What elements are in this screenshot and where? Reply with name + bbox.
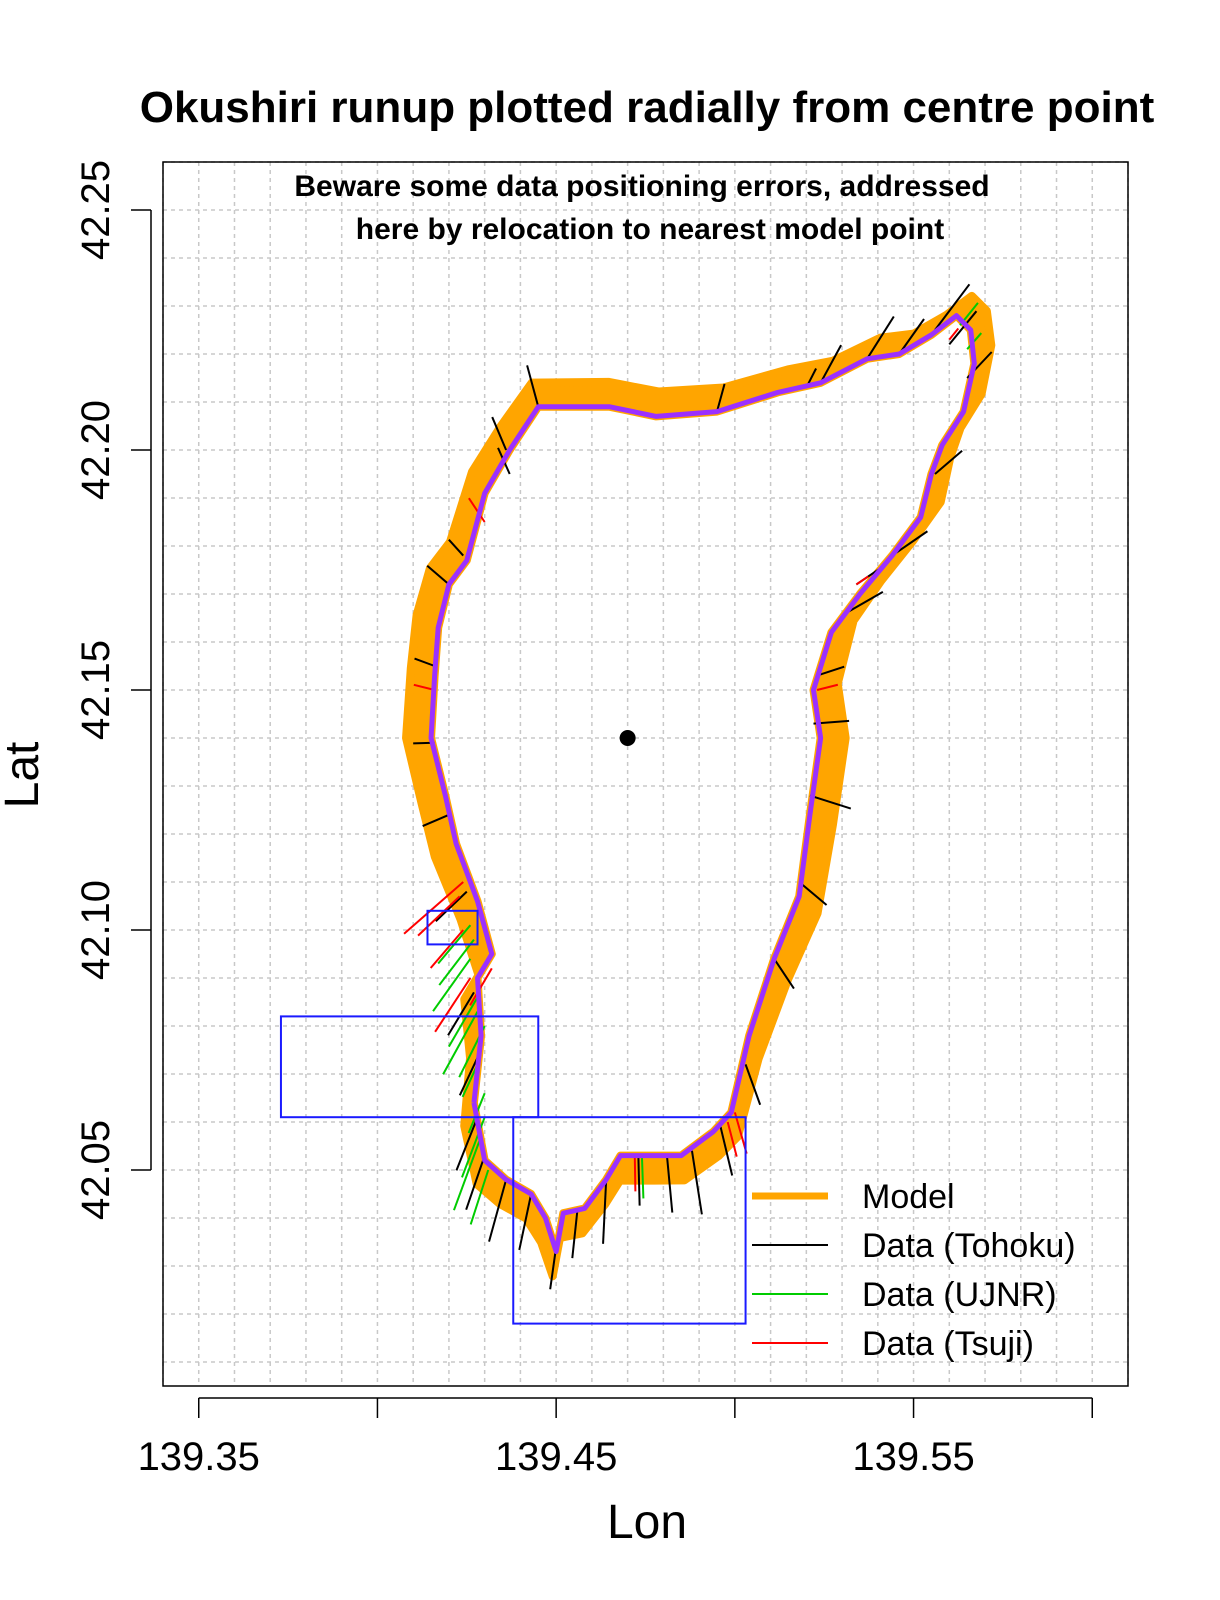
y-tick-label: 42.20 xyxy=(74,400,118,500)
data-line-series-3 xyxy=(726,1121,738,1157)
annotation-line-2: here by relocation to nearest model poin… xyxy=(356,213,944,246)
data-line-series-1 xyxy=(665,1155,674,1213)
x-axis-label: Lon xyxy=(607,1496,687,1549)
data-line-series-2 xyxy=(640,1155,645,1199)
coastline-path xyxy=(428,313,977,1255)
data-line-series-3 xyxy=(948,327,960,341)
data-line-series-1 xyxy=(518,1193,533,1251)
x-axis: 139.35 139.45 139.55 xyxy=(138,1397,1094,1479)
y-tick-label: 42.25 xyxy=(74,160,118,260)
data-line-series-1 xyxy=(719,1126,734,1176)
data-line-series-1 xyxy=(934,449,963,475)
chart-title: Okushiri runup plotted radially from cen… xyxy=(140,83,1155,132)
data-line-series-1 xyxy=(526,365,540,408)
centre-dot xyxy=(619,730,636,746)
data-line-series-1 xyxy=(414,657,435,667)
y-tick-label: 42.15 xyxy=(74,640,118,740)
data-line-series-3 xyxy=(413,683,435,691)
data-line-series-1 xyxy=(455,1116,479,1171)
legend-label-2: Data (UJNR) xyxy=(862,1276,1057,1314)
legend: Model Data (Tohoku) Data (UJNR) Data (Tsuji… xyxy=(752,1178,1076,1363)
data-line-series-1 xyxy=(816,665,845,677)
data-line-series-3 xyxy=(417,895,461,937)
plot-frame xyxy=(162,161,1129,1387)
data-line-series-1 xyxy=(809,794,852,810)
data-line-series-3 xyxy=(434,977,472,1033)
data-line-series-1 xyxy=(934,283,971,331)
data-line-series-1 xyxy=(690,1150,703,1215)
data-line-series-1 xyxy=(448,539,464,557)
data-line-series-2 xyxy=(469,1169,490,1225)
data-line-series-3 xyxy=(855,575,869,586)
inset-box-2 xyxy=(426,909,479,946)
data-line-series-1 xyxy=(845,591,884,615)
data-line-series-1 xyxy=(447,991,475,1036)
data-line-series-1 xyxy=(435,890,468,922)
inset-box-3 xyxy=(512,1116,747,1325)
data-line-series-1 xyxy=(426,565,450,586)
data-line-series-1 xyxy=(422,813,450,828)
data-line-series-1 xyxy=(773,958,795,990)
data-line-series-1 xyxy=(898,318,925,355)
inset-boxes xyxy=(279,909,747,1325)
data-line-series-2 xyxy=(447,996,479,1048)
data-line-series-2 xyxy=(442,1011,479,1075)
data-line-series-1 xyxy=(491,416,508,451)
data-line-series-2 xyxy=(432,958,472,1012)
legend-label-1: Data (Tohoku) xyxy=(862,1227,1076,1265)
data-line-series-1 xyxy=(948,310,978,346)
inset-box-1 xyxy=(279,1015,540,1119)
centre-point xyxy=(619,730,636,746)
data-line-series-1 xyxy=(602,1179,608,1244)
data-line-series-3 xyxy=(469,967,493,1006)
data-line-series-1 xyxy=(866,315,895,360)
data-line-series-1 xyxy=(744,1064,762,1106)
x-tick-label: 139.45 xyxy=(495,1435,617,1479)
data-line-series-1 xyxy=(571,1208,579,1259)
data-line-series-3 xyxy=(816,683,839,691)
data-line-series-2 xyxy=(453,1136,483,1211)
data-line-series-3 xyxy=(468,497,486,523)
x-tick-label: 139.35 xyxy=(138,1435,260,1479)
x-tick-label: 139.55 xyxy=(852,1435,974,1479)
data-line-series-1 xyxy=(637,1155,641,1206)
data-line-series-1 xyxy=(488,1179,508,1242)
coastline xyxy=(428,313,977,1255)
legend-label-0: Model xyxy=(862,1178,955,1216)
y-tick-label: 42.05 xyxy=(74,1120,118,1220)
y-tick-label: 42.10 xyxy=(74,880,118,980)
data-line-series-2 xyxy=(438,938,475,986)
data-line-series-1 xyxy=(798,881,828,906)
y-axis: 42.05 42.10 42.15 42.20 42.25 xyxy=(74,160,152,1220)
data-line-series-3 xyxy=(633,1155,637,1192)
data-line-series-3 xyxy=(403,881,464,935)
data-line-series-3 xyxy=(429,929,464,969)
legend-label-3: Data (Tsuji) xyxy=(862,1325,1034,1363)
data-line-series-1 xyxy=(465,1155,486,1211)
y-axis-label: Lat xyxy=(0,742,49,809)
annotation-line-1: Beware some data positioning errors, add… xyxy=(294,170,989,203)
data-line-series-1 xyxy=(819,344,842,384)
data-line-series-1 xyxy=(716,383,726,412)
